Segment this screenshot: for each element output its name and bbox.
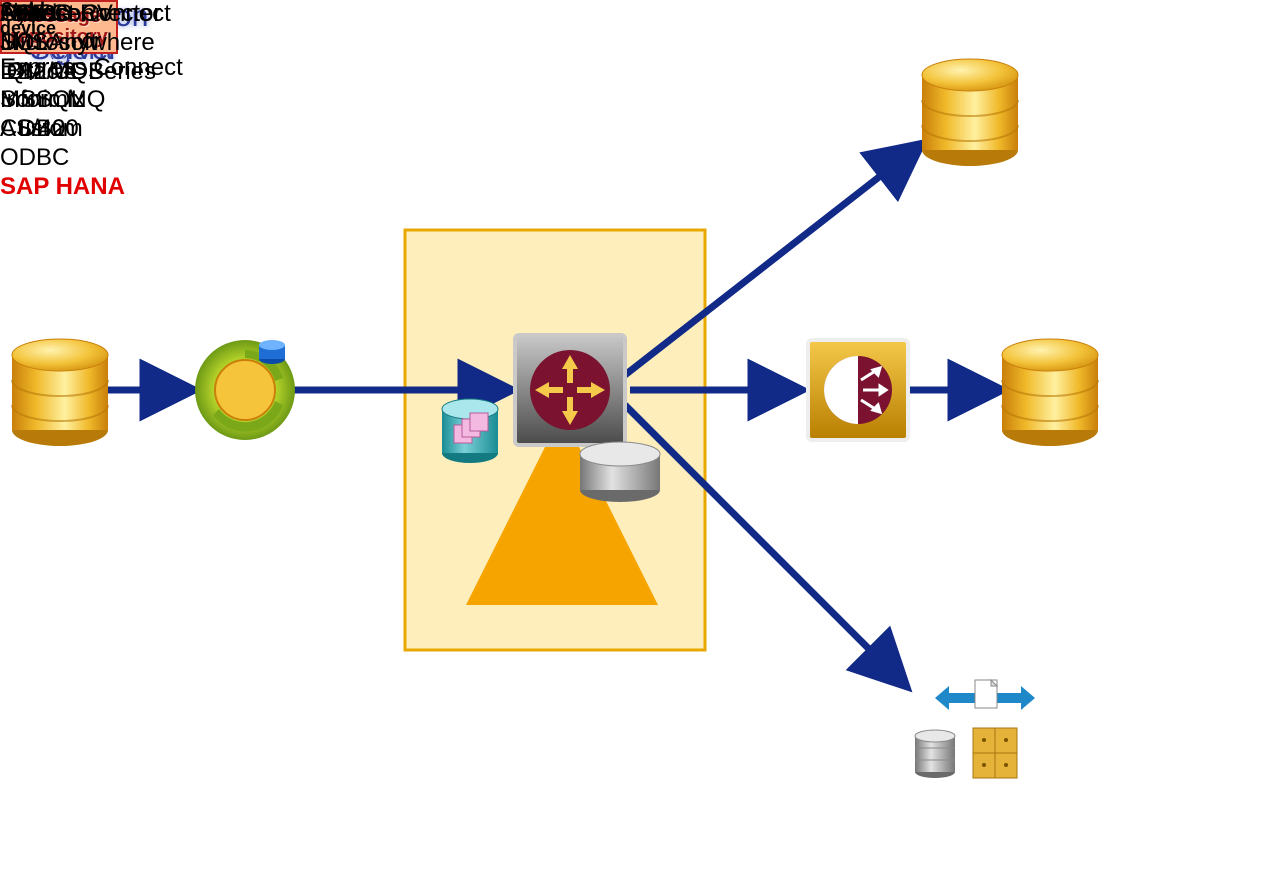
- rc-item: Sonic MQ: [0, 86, 156, 115]
- primary-db-icon: [12, 339, 108, 446]
- replication-agent-icon: [195, 340, 295, 440]
- rc-item: TIBCO RV: [0, 0, 156, 29]
- rep-connector-icon: [915, 680, 1035, 778]
- rs-catalog-icon: [442, 399, 498, 463]
- rc-item: JMS: [0, 29, 156, 58]
- rep-connector-list: TIBCO RV JMS IBM MQSeries Sonic MQ Custo…: [0, 0, 156, 144]
- dc-item: ODBC: [0, 144, 125, 173]
- repserver-hub-icon: [515, 335, 625, 445]
- rc-item: Custom: [0, 115, 156, 144]
- sybase-db-icon: [922, 59, 1018, 166]
- directconnect-db-icon: [1002, 339, 1098, 446]
- dc-item-highlight: SAP HANA: [0, 173, 125, 202]
- diagram-canvas: [0, 0, 1271, 869]
- stable-device-icon: [580, 442, 660, 502]
- rc-item: IBM MQSeries: [0, 58, 156, 87]
- direct-connect-icon: [808, 340, 908, 440]
